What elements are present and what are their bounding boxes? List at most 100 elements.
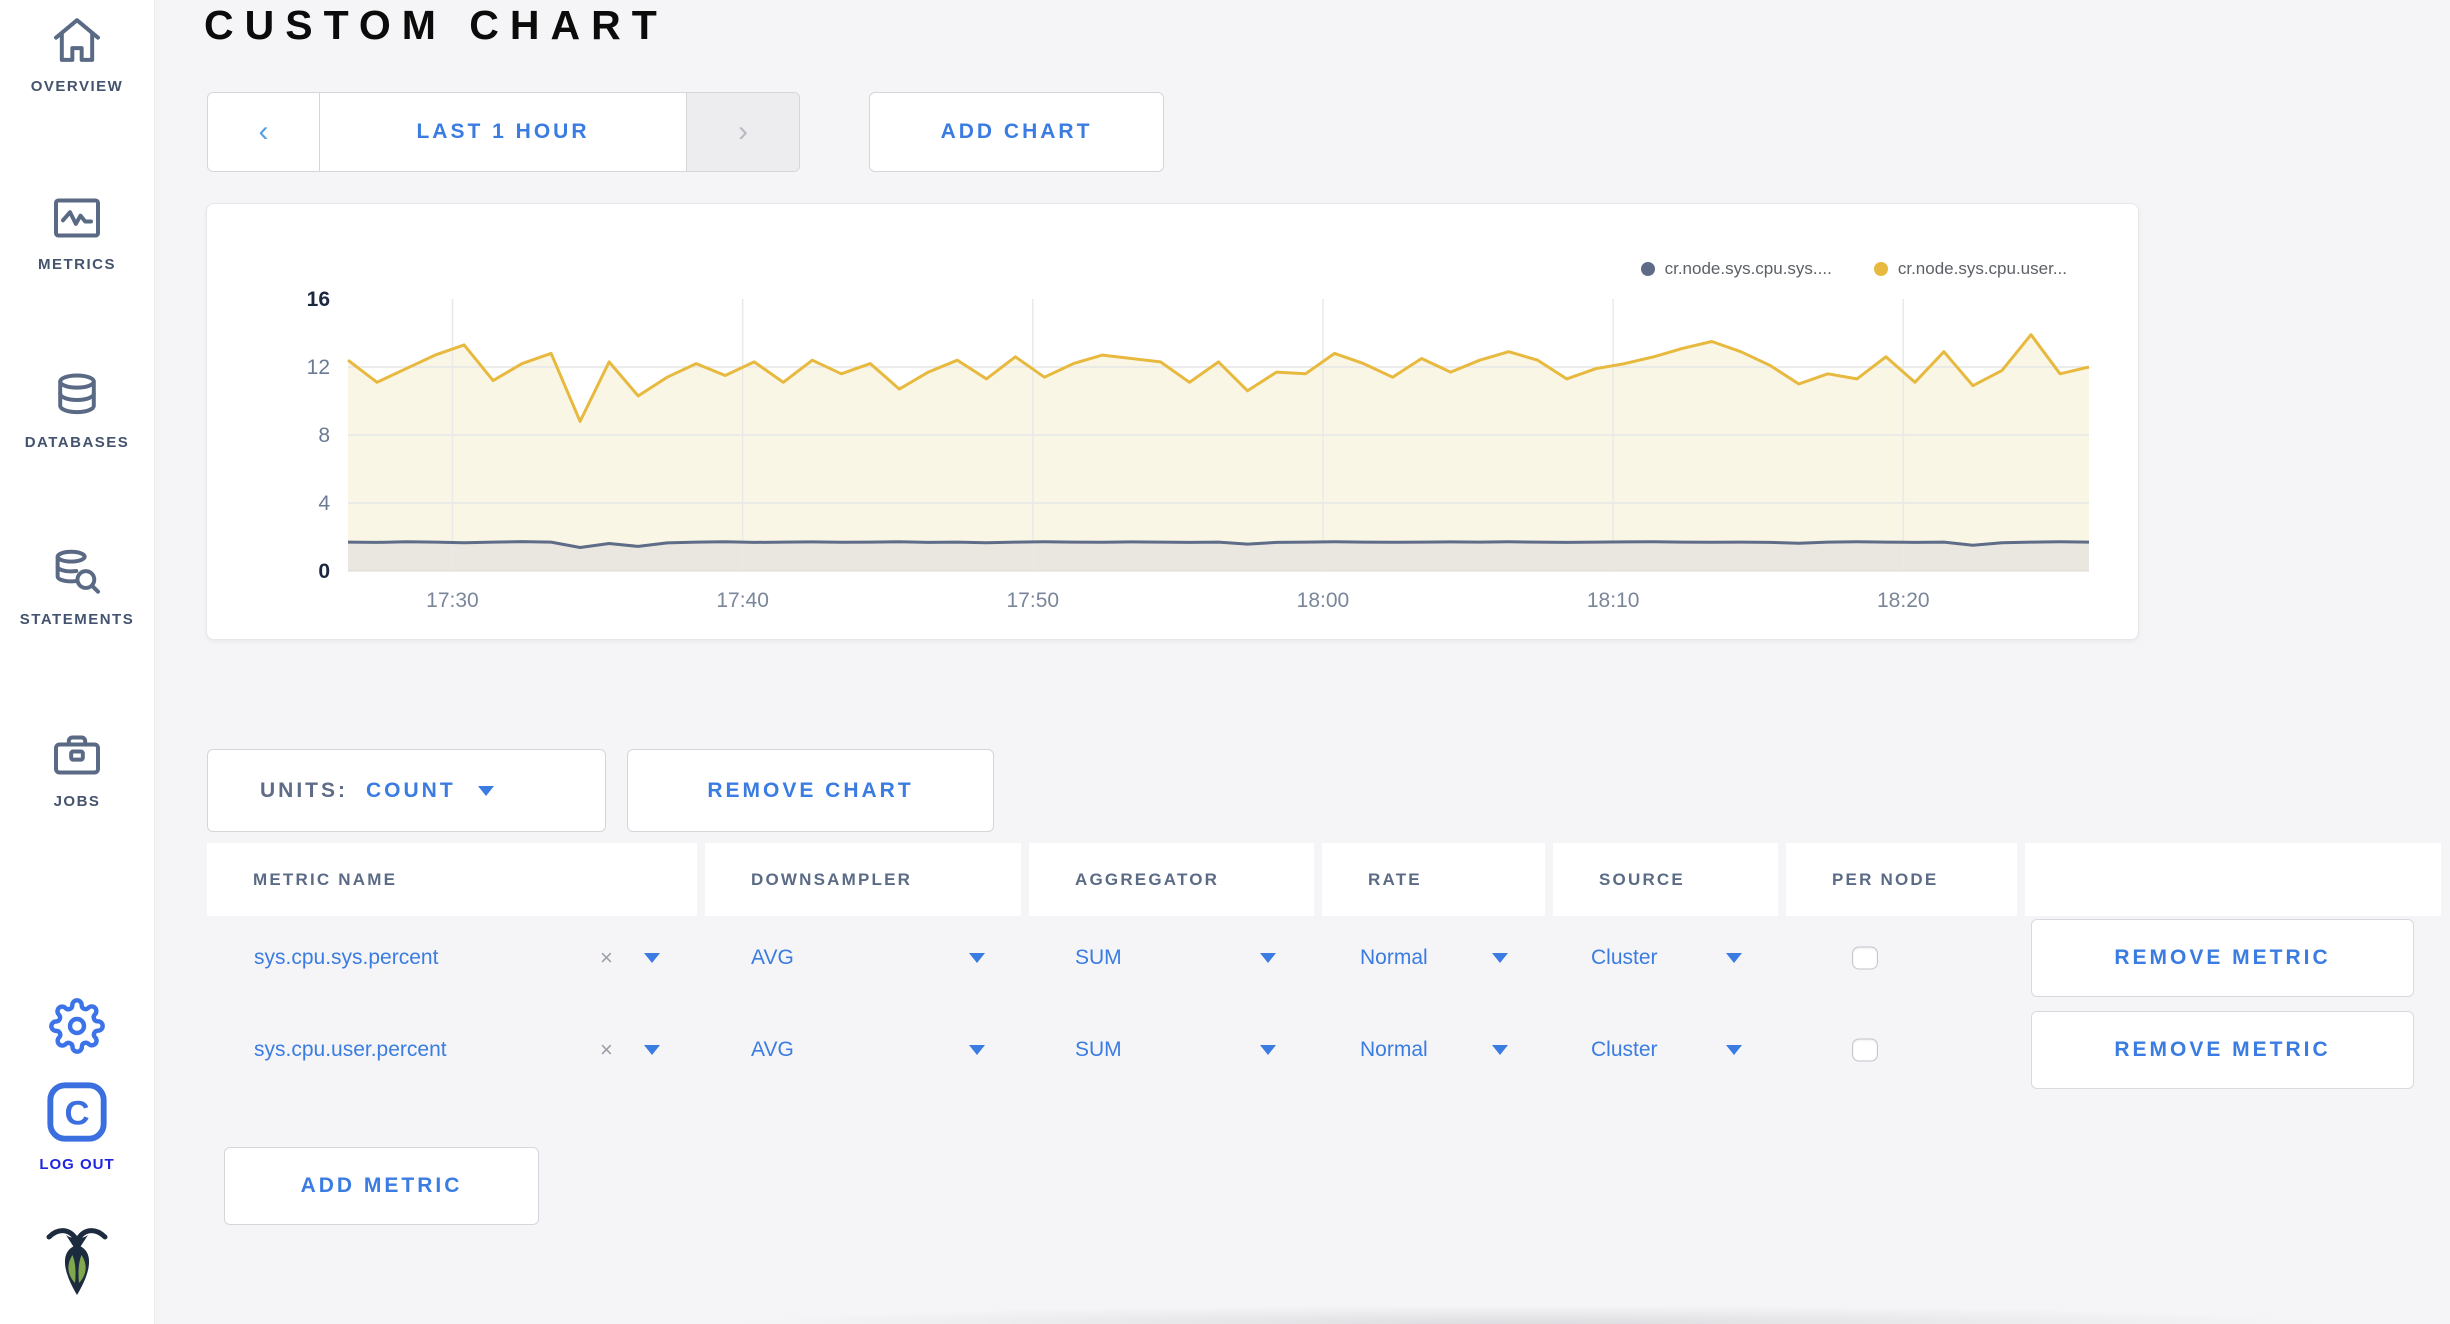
y-tick-label: 16 [307, 288, 330, 311]
chart-legend: cr.node.sys.cpu.sys.... cr.node.sys.cpu.… [1640, 259, 2067, 279]
chart-svg: 0 4 8 12 16 17:30 17:40 17:50 18:00 18:10 18:20 [307, 288, 2090, 612]
legend-label-sys: cr.node.sys.cpu.sys.... [1664, 259, 1832, 278]
x-tick-label: 17:50 [1007, 589, 1060, 612]
page-title: CUSTOM CHART [204, 2, 668, 48]
remove-metric-button[interactable]: REMOVE METRIC [2031, 1011, 2414, 1089]
header-actions [2025, 843, 2441, 916]
units-label: UNITS: [260, 778, 348, 802]
chevron-down-icon[interactable] [1492, 1045, 1508, 1055]
chevron-down-icon[interactable] [1260, 953, 1276, 963]
metric-name-dropdown[interactable]: sys.cpu.sys.percent [254, 946, 439, 969]
sidebar-item-label: OVERVIEW [30, 78, 124, 95]
rate-dropdown[interactable]: Normal [1360, 1038, 1428, 1061]
add-metric-label: ADD METRIC [300, 1174, 463, 1197]
metric-name-dropdown[interactable]: sys.cpu.user.percent [254, 1038, 447, 1061]
x-tick-label: 18:20 [1877, 589, 1930, 612]
sidebar-item-label: METRICS [38, 256, 116, 273]
time-range-selector: ‹ LAST 1 HOUR › [207, 92, 800, 172]
chevron-right-icon: › [738, 115, 748, 148]
remove-metric-button[interactable]: REMOVE METRIC [2031, 919, 2414, 997]
logout-label[interactable]: LOG OUT [39, 1156, 115, 1173]
x-tick-label: 17:40 [716, 589, 769, 612]
chevron-down-icon [477, 785, 494, 796]
rate-dropdown[interactable]: Normal [1360, 946, 1428, 969]
y-tick-label: 0 [318, 560, 330, 583]
clear-metric-icon[interactable]: × [600, 945, 613, 970]
chevron-down-icon[interactable] [1726, 1045, 1742, 1055]
per-node-checkbox[interactable] [1852, 946, 1878, 970]
header-source: SOURCE [1553, 843, 1778, 916]
remove-metric-label: REMOVE METRIC [2114, 1038, 2331, 1061]
sidebar-item-label: DATABASES [24, 434, 130, 451]
sidebar-item-label: JOBS [53, 793, 101, 810]
jobs-icon [54, 735, 100, 775]
per-node-checkbox[interactable] [1852, 1038, 1878, 1062]
cockroach-bug-icon [46, 1228, 108, 1295]
remove-chart-button[interactable]: REMOVE CHART [627, 749, 994, 832]
series-user-line [347, 333, 2090, 423]
metric-row-2: sys.cpu.user.percent × AVG SUM Normal Cl… [207, 1004, 2441, 1096]
legend-item-user: cr.node.sys.cpu.user... [1873, 259, 2067, 279]
metrics-icon [54, 198, 100, 238]
add-metric-button[interactable]: ADD METRIC [224, 1147, 539, 1225]
downsampler-dropdown[interactable]: AVG [751, 946, 794, 969]
statements-icon [55, 549, 100, 594]
x-tick-label: 18:10 [1587, 589, 1640, 612]
time-range-prev-button[interactable]: ‹ [208, 93, 320, 171]
aggregator-dropdown[interactable]: SUM [1075, 946, 1122, 969]
units-value: COUNT [366, 778, 456, 802]
add-chart-label: ADD CHART [940, 120, 1093, 143]
chevron-down-icon[interactable] [1726, 953, 1742, 963]
y-tick-label: 12 [307, 356, 330, 379]
downsampler-dropdown[interactable]: AVG [751, 1038, 794, 1061]
x-tick-label: 18:00 [1297, 589, 1350, 612]
sidebar: OVERVIEW METRICS DATABASES [0, 0, 155, 1324]
home-icon [54, 18, 100, 62]
source-dropdown[interactable]: Cluster [1591, 946, 1658, 969]
aggregator-dropdown[interactable]: SUM [1075, 1038, 1122, 1061]
series-sys-line [347, 540, 2090, 549]
units-dropdown[interactable]: UNITS: COUNT [207, 749, 606, 832]
chevron-down-icon[interactable] [644, 1045, 660, 1055]
clear-metric-icon[interactable]: × [600, 1037, 613, 1062]
sidebar-item-jobs[interactable]: JOBS [0, 727, 154, 810]
chevron-down-icon[interactable] [969, 953, 985, 963]
sidebar-item-overview[interactable]: OVERVIEW [0, 12, 154, 95]
time-range-dropdown[interactable]: LAST 1 HOUR [320, 93, 686, 171]
cockroach-c-logo-icon: C [47, 1082, 107, 1142]
y-tick-label: 4 [318, 492, 330, 515]
logout-button[interactable]: C [0, 1080, 154, 1144]
series-user-area [348, 334, 2089, 571]
legend-item-sys: cr.node.sys.cpu.sys.... [1640, 259, 1832, 279]
time-range-next-button[interactable]: › [686, 93, 799, 171]
sidebar-item-metrics[interactable]: METRICS [0, 190, 154, 273]
cockroach-bug-logo [0, 1215, 154, 1307]
metrics-table-header: METRIC NAME DOWNSAMPLER AGGREGATOR RATE … [207, 843, 2441, 916]
sidebar-item-statements[interactable]: STATEMENTS [0, 545, 154, 628]
gear-icon [49, 998, 105, 1054]
header-downsampler: DOWNSAMPLER [705, 843, 1021, 916]
legend-dot-user-icon [1873, 262, 1888, 276]
svg-text:C: C [64, 1095, 89, 1133]
next-card-shadow [610, 1298, 2450, 1324]
sidebar-item-databases[interactable]: DATABASES [0, 368, 154, 451]
database-icon [58, 373, 96, 415]
header-metric-name: METRIC NAME [207, 843, 697, 916]
header-rate: RATE [1322, 843, 1545, 916]
y-tick-label: 8 [318, 424, 330, 447]
remove-chart-label: REMOVE CHART [707, 778, 914, 802]
chevron-left-icon: ‹ [258, 115, 269, 148]
header-aggregator: AGGREGATOR [1029, 843, 1314, 916]
chart-card: 0 4 8 12 16 17:30 17:40 17:50 18:00 18:10 18:20 cr… [206, 203, 2139, 640]
add-chart-button[interactable]: ADD CHART [869, 92, 1164, 172]
chevron-down-icon[interactable] [1260, 1045, 1276, 1055]
chevron-down-icon[interactable] [969, 1045, 985, 1055]
chevron-down-icon[interactable] [644, 953, 660, 963]
series-sys-area [348, 541, 2089, 571]
settings-button[interactable] [0, 998, 154, 1054]
x-tick-label: 17:30 [426, 589, 479, 612]
chevron-down-icon[interactable] [1492, 953, 1508, 963]
sidebar-item-label: STATEMENTS [19, 611, 135, 628]
source-dropdown[interactable]: Cluster [1591, 1038, 1658, 1061]
